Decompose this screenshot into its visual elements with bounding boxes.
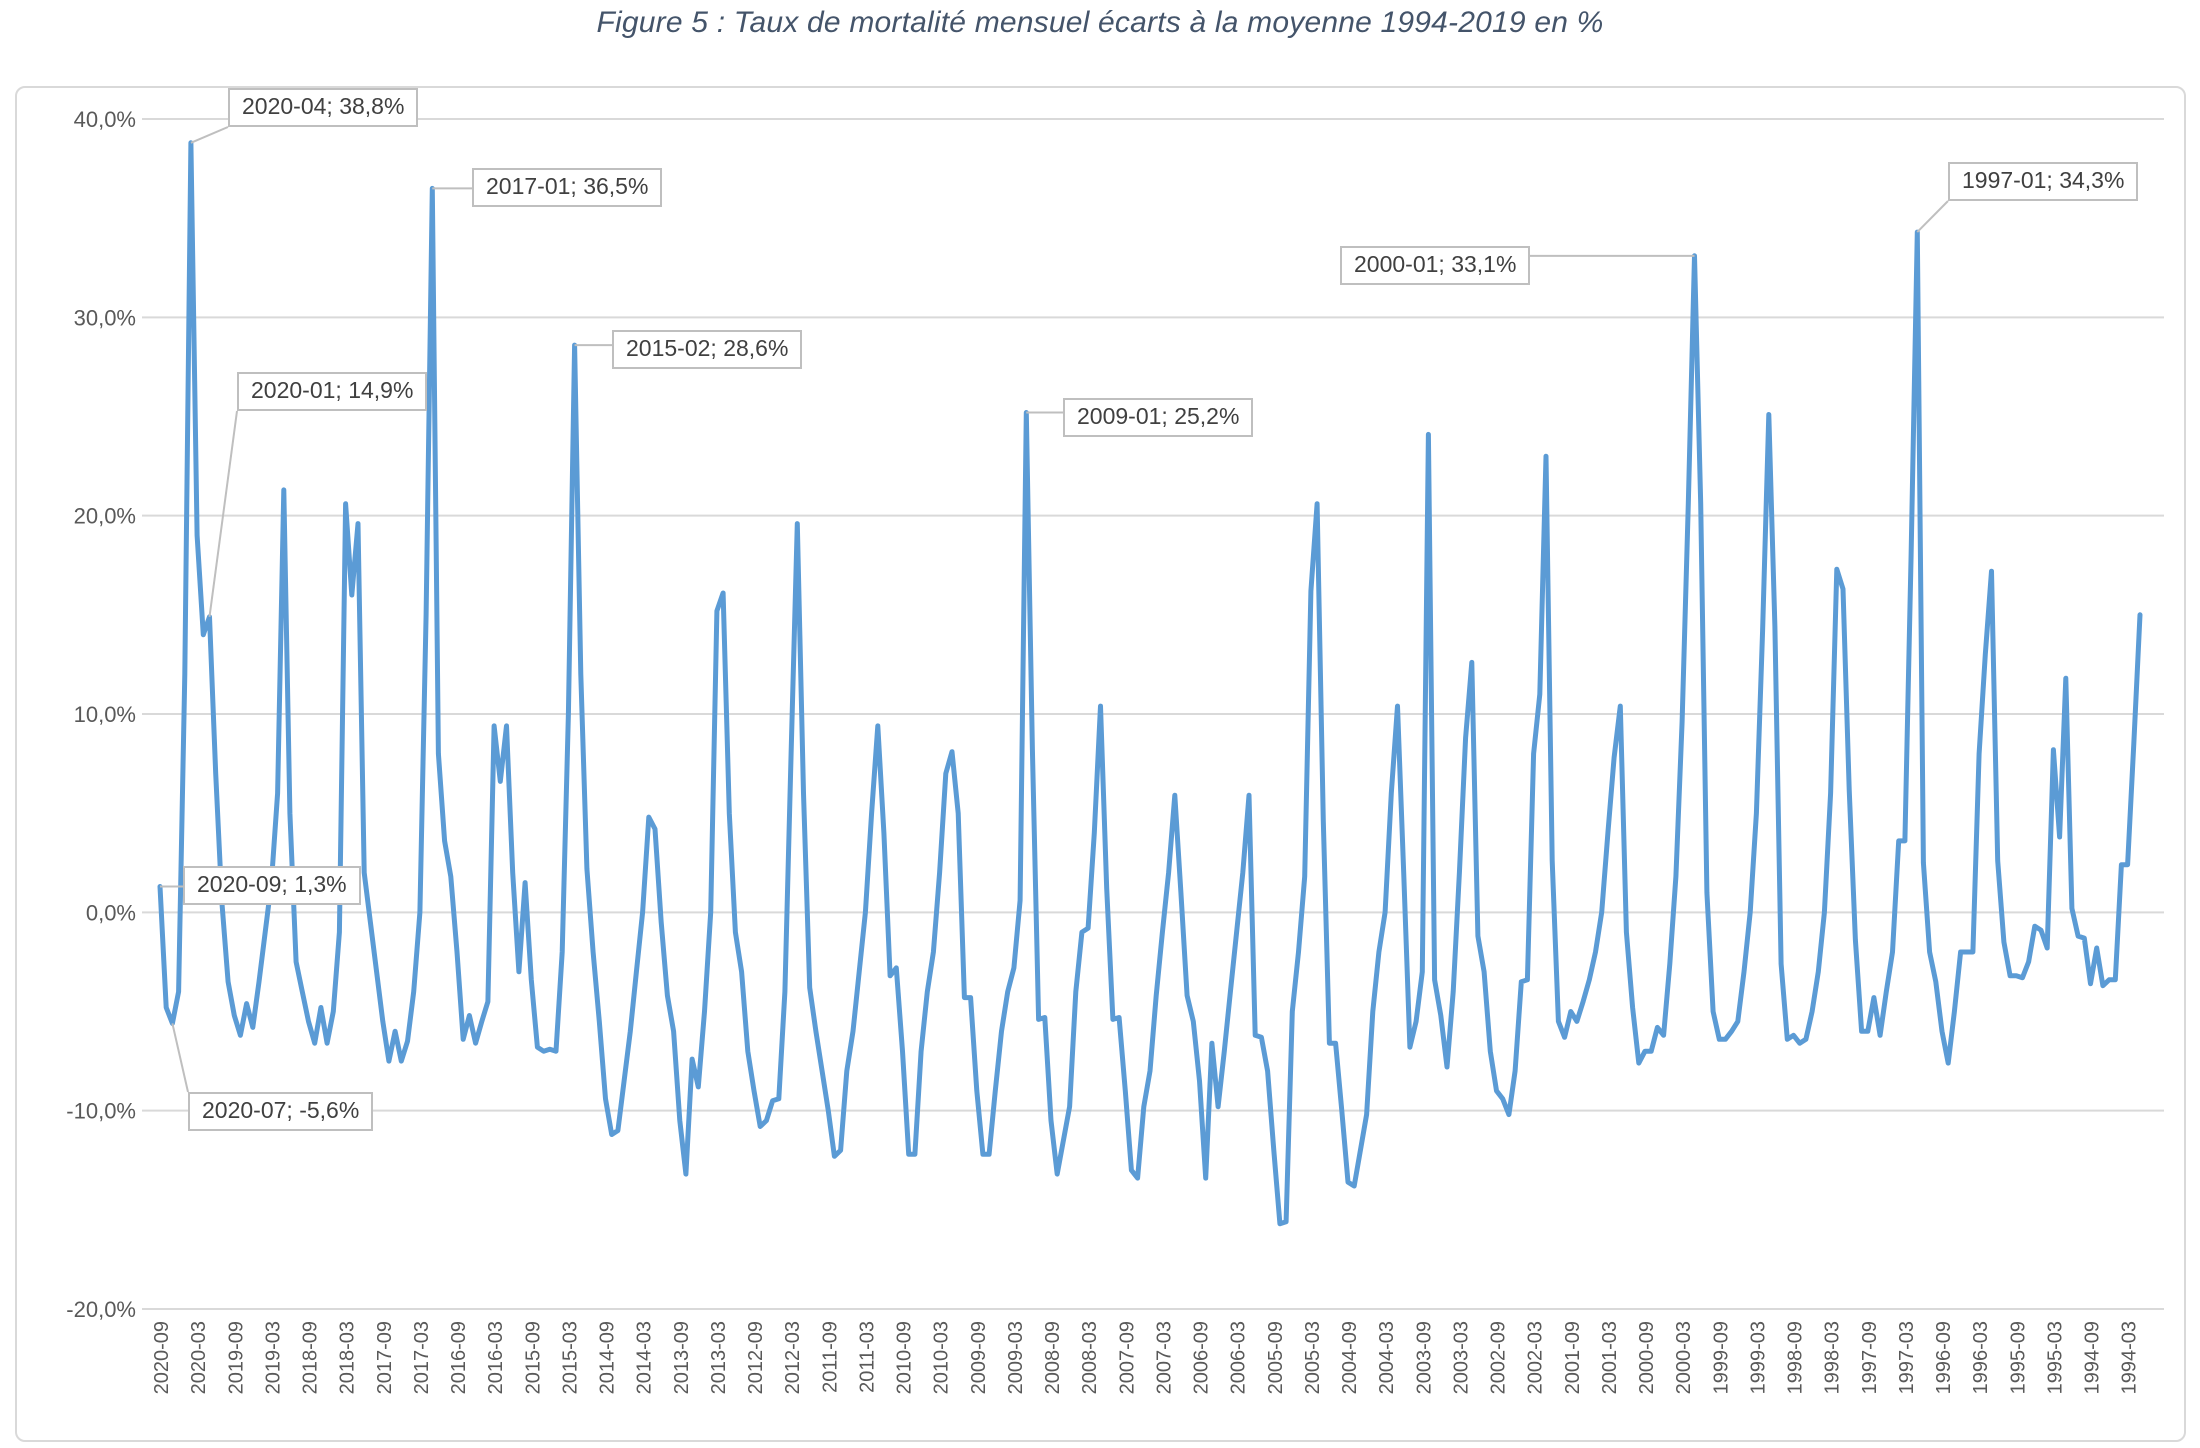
x-axis-tick-label: 2005-03 [1302, 1321, 1324, 1394]
x-axis-tick-label: 2011-03 [856, 1321, 878, 1393]
x-axis-tick-label: 2003-03 [1450, 1321, 1472, 1394]
x-axis-tick-label: 2018-09 [300, 1321, 322, 1394]
y-axis-tick-label: 40,0% [74, 107, 136, 132]
x-axis-tick-label: 2008-03 [1079, 1321, 1101, 1394]
x-axis-tick-label: 2003-09 [1413, 1321, 1435, 1394]
x-axis-tick-label: 2014-09 [597, 1321, 619, 1394]
data-label-callout: 2017-01; 36,5% [472, 168, 663, 207]
x-axis-tick-label: 2001-03 [1599, 1321, 1621, 1394]
callout-leader-line [190, 126, 229, 144]
data-label-callout: 2015-02; 28,6% [612, 330, 803, 369]
x-axis-tick-label: 2020-09 [151, 1321, 173, 1394]
x-axis-tick-label: 2010-09 [894, 1321, 916, 1394]
x-axis-tick-label: 2006-03 [1228, 1321, 1250, 1394]
y-axis-tick-label: -20,0% [66, 1297, 136, 1322]
callout-leader-line [1916, 200, 1949, 233]
x-axis-tick-label: 2017-03 [411, 1321, 433, 1394]
x-axis-tick-label: 2019-03 [262, 1321, 284, 1394]
x-axis-tick-label: 2000-03 [1673, 1321, 1695, 1394]
x-axis-tick-label: 2020-03 [188, 1321, 210, 1394]
data-label-callout: 2020-09; 1,3% [183, 866, 361, 905]
x-axis-tick-label: 2004-03 [1376, 1321, 1398, 1394]
x-axis-tick-label: 2012-03 [782, 1321, 804, 1394]
x-axis-tick-label: 2001-09 [1562, 1321, 1584, 1394]
x-axis-tick-label: 2006-09 [1191, 1321, 1213, 1394]
x-axis-tick-label: 2012-09 [745, 1321, 767, 1394]
x-axis-tick-label: 1996-09 [1933, 1321, 1955, 1394]
x-axis-tick-label: 2013-09 [671, 1321, 693, 1394]
x-axis-tick-label: 1997-09 [1859, 1321, 1881, 1394]
y-axis-tick-label: 10,0% [74, 702, 136, 727]
x-axis-tick-label: 1994-03 [2119, 1321, 2141, 1394]
x-axis-tick-label: 2016-09 [448, 1321, 470, 1394]
x-axis-tick-label: 2013-03 [708, 1321, 730, 1394]
callout-leader-line [208, 410, 238, 617]
series-line [157, 140, 2143, 1227]
y-axis-tick-label: 30,0% [74, 305, 136, 330]
data-label-callout: 2009-01; 25,2% [1063, 398, 1254, 437]
x-axis-tick-label: 2002-03 [1525, 1321, 1547, 1394]
x-axis-tick-label: 2015-03 [559, 1321, 581, 1394]
x-axis-tick-label: 2007-09 [1116, 1321, 1138, 1394]
x-axis-tick-label: 1998-03 [1822, 1321, 1844, 1394]
x-axis-tick-label: 2018-03 [337, 1321, 359, 1394]
callout-leader-line [171, 1023, 189, 1093]
x-axis-tick-label: 2015-09 [522, 1321, 544, 1394]
x-axis-tick-label: 1994-09 [2082, 1321, 2104, 1394]
x-axis-tick-label: 1995-03 [2044, 1321, 2066, 1394]
x-axis-tick-label: 2002-09 [1488, 1321, 1510, 1394]
y-axis-tick-label: 0,0% [86, 900, 136, 925]
x-axis-tick-label: 2017-09 [374, 1321, 396, 1394]
x-axis-tick-label: 2010-03 [931, 1321, 953, 1394]
x-axis-tick-label: 2000-09 [1636, 1321, 1658, 1394]
x-axis-tick-label: 2009-09 [968, 1321, 990, 1394]
x-axis-tick-label: 2016-03 [485, 1321, 507, 1394]
x-axis-tick-label: 2011-09 [819, 1321, 841, 1393]
x-axis-tick-label: 1997-03 [1896, 1321, 1918, 1394]
x-axis-tick-label: 1999-03 [1747, 1321, 1769, 1394]
y-axis-tick-label: 20,0% [74, 504, 136, 529]
x-axis-tick-label: 2019-09 [225, 1321, 247, 1394]
x-axis-tick-label: 2005-09 [1265, 1321, 1287, 1394]
x-axis-tick-label: 1996-03 [1970, 1321, 1992, 1394]
y-axis-tick-label: -10,0% [66, 1099, 136, 1124]
x-axis-tick-label: 1999-09 [1710, 1321, 1732, 1394]
x-axis-tick-label: 2007-03 [1153, 1321, 1175, 1394]
x-axis-tick-label: 2014-03 [634, 1321, 656, 1394]
x-axis-tick-label: 2009-03 [1005, 1321, 1027, 1394]
x-axis-tick-label: 2008-09 [1042, 1321, 1064, 1394]
data-label-callout: 2020-01; 14,9% [237, 372, 428, 411]
data-label-callout: 2020-07; -5,6% [188, 1092, 374, 1131]
x-axis-tick-label: 1995-09 [2007, 1321, 2029, 1394]
data-label-callout: 1997-01; 34,3% [1948, 162, 2139, 201]
data-label-callout: 2020-04; 38,8% [228, 88, 419, 127]
x-axis-tick-label: 2004-09 [1339, 1321, 1361, 1394]
chart-outer-border [15, 86, 2186, 1442]
data-label-callout: 2000-01; 33,1% [1340, 246, 1531, 285]
x-axis-tick-label: 1998-09 [1785, 1321, 1807, 1394]
chart-title: Figure 5 : Taux de mortalité mensuel éca… [596, 6, 1604, 39]
